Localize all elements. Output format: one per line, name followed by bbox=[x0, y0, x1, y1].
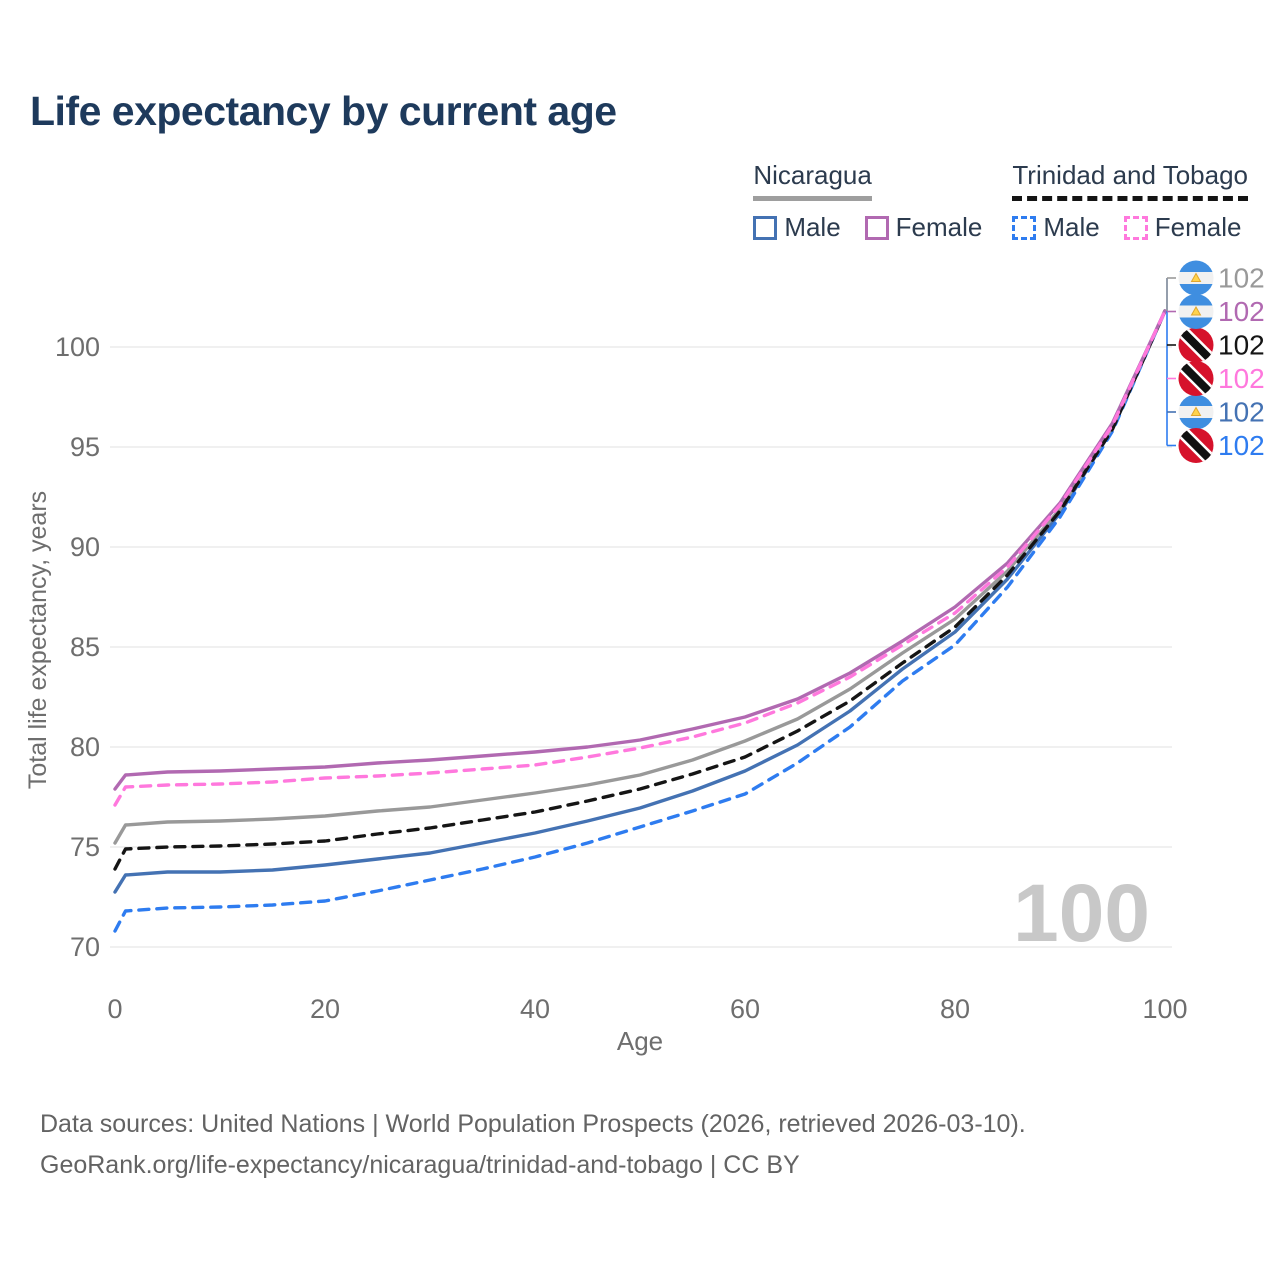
x-tick-label-100: 100 bbox=[1142, 994, 1187, 1024]
line-nicaragua[interactable] bbox=[113, 309, 1167, 845]
trinidad-male-swatch-icon bbox=[1012, 215, 1037, 240]
y-tick-label-70: 70 bbox=[70, 932, 100, 962]
legend: Nicaragua Male Female Trinidad and Tobag… bbox=[753, 160, 1248, 243]
page-title: Life expectancy by current age bbox=[30, 88, 617, 134]
nicaragua-flag-icon bbox=[1178, 294, 1214, 329]
legend-item-nicaragua-female[interactable]: Female bbox=[864, 212, 983, 243]
legend-group-nicaragua: Nicaragua Male Female bbox=[753, 160, 982, 243]
nicaragua-female-swatch-icon bbox=[864, 215, 889, 240]
x-tick-label-80: 80 bbox=[940, 994, 970, 1024]
legend-label-female: Female bbox=[895, 212, 983, 242]
y-tick-label-80: 80 bbox=[70, 732, 100, 762]
x-tick-label-60: 60 bbox=[730, 994, 760, 1024]
y-tick-label-75: 75 bbox=[70, 832, 100, 862]
trinidad-flag-icon bbox=[1178, 327, 1214, 363]
attribution-text: GeoRank.org/life-expectancy/nicaragua/tr… bbox=[40, 1151, 800, 1179]
legend-country-nicaragua[interactable]: Nicaragua bbox=[753, 160, 872, 201]
y-tick-label-95: 95 bbox=[70, 432, 100, 462]
y-axis-title: Total life expectancy, years bbox=[24, 491, 52, 789]
end-value-label-trinidad-and-tobago: 102 bbox=[1218, 330, 1265, 361]
trinidad-flag-icon bbox=[1178, 428, 1214, 463]
y-tick-label-85: 85 bbox=[70, 632, 100, 662]
y-tick-label-100: 100 bbox=[55, 332, 100, 362]
end-value-label-trinidad-and-tobago-female: 102 bbox=[1218, 363, 1265, 394]
trinidad-female-swatch-icon bbox=[1123, 215, 1148, 240]
x-axis-title: Age bbox=[617, 1026, 663, 1056]
end-value-label-trinidad-and-tobago-male: 102 bbox=[1218, 430, 1265, 461]
legend-label-female: Female bbox=[1154, 212, 1242, 242]
line-trinidad-and-tobago[interactable] bbox=[113, 309, 1167, 871]
data-sources-text: Data sources: United Nations | World Pop… bbox=[40, 1110, 1026, 1138]
line-nicaragua-male[interactable] bbox=[113, 309, 1167, 894]
legend-item-trinidad-male[interactable]: Male bbox=[1012, 212, 1100, 243]
legend-group-trinidad: Trinidad and Tobago Male Female bbox=[1012, 160, 1248, 243]
line-trinidad-and-tobago-male[interactable] bbox=[113, 309, 1167, 933]
legend-item-trinidad-female[interactable]: Female bbox=[1123, 212, 1242, 243]
legend-label-male: Male bbox=[1043, 212, 1100, 242]
nicaragua-male-swatch-icon bbox=[753, 215, 778, 240]
line-trinidad-and-tobago-female[interactable] bbox=[113, 309, 1167, 807]
x-tick-label-0: 0 bbox=[107, 994, 122, 1024]
end-value-label-nicaragua-female: 102 bbox=[1218, 296, 1265, 327]
nicaragua-flag-icon bbox=[1178, 260, 1214, 296]
y-tick-label-90: 90 bbox=[70, 532, 100, 562]
legend-country-trinidad[interactable]: Trinidad and Tobago bbox=[1012, 160, 1248, 201]
chart-footer: Data sources: United Nations | World Pop… bbox=[40, 1104, 1200, 1186]
line-nicaragua-female[interactable] bbox=[113, 309, 1167, 791]
legend-label-male: Male bbox=[784, 212, 841, 242]
nicaragua-flag-icon bbox=[1178, 394, 1214, 430]
x-tick-label-20: 20 bbox=[310, 994, 340, 1024]
end-value-label-nicaragua: 102 bbox=[1218, 263, 1265, 294]
current-age-watermark: 100 bbox=[1013, 868, 1150, 959]
x-tick-label-40: 40 bbox=[520, 994, 550, 1024]
legend-item-nicaragua-male[interactable]: Male bbox=[753, 212, 841, 243]
trinidad-flag-icon bbox=[1178, 361, 1214, 396]
end-value-label-nicaragua-male: 102 bbox=[1218, 397, 1265, 428]
